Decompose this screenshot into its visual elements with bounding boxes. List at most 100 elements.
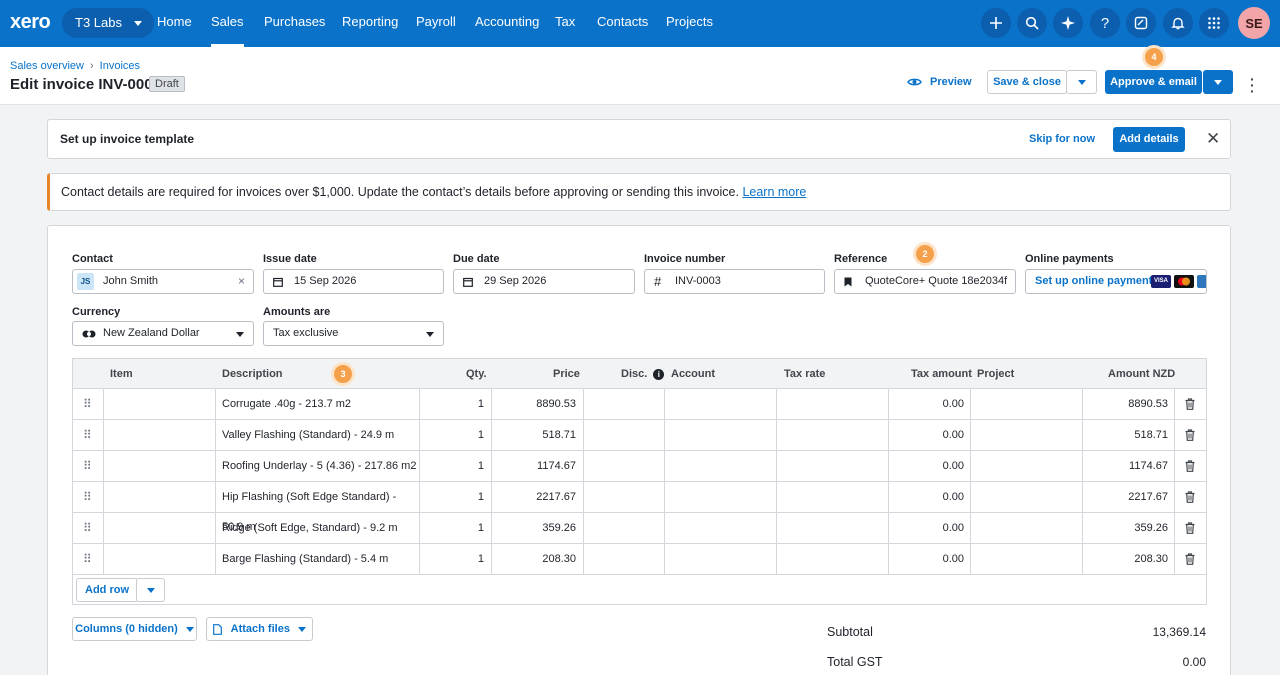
org-switcher[interactable]: T3 Labs [62,8,154,38]
skip-for-now-link[interactable]: Skip for now [1029,133,1095,145]
discount-cell[interactable] [584,513,665,543]
description-cell[interactable]: Ridge (Soft Edge, Standard) - 9.2 m [216,513,420,543]
approve-options-dropdown[interactable] [1203,70,1233,94]
account-cell[interactable] [665,513,777,543]
amount-cell[interactable]: 2217.67 [1083,482,1175,512]
item-cell[interactable] [104,451,216,481]
tax-rate-cell[interactable] [777,451,889,481]
preview-button[interactable]: Preview [907,76,972,88]
account-cell[interactable] [665,451,777,481]
drag-handle-cell[interactable]: ⠿ [73,482,104,512]
plus-icon[interactable] [981,8,1011,38]
price-cell[interactable]: 208.30 [492,544,584,574]
drag-handle-icon[interactable]: ⠿ [83,397,92,411]
close-icon[interactable]: ✕ [1206,129,1221,148]
item-cell[interactable] [104,544,216,574]
description-cell[interactable]: Roofing Underlay - 5 (4.36) - 217.86 m2 [216,451,420,481]
drag-handle-icon[interactable]: ⠿ [83,459,92,473]
user-avatar[interactable]: SE [1238,7,1270,39]
due-date-field[interactable]: 29 Sep 2026 [453,269,635,294]
price-cell[interactable]: 8890.53 [492,389,584,419]
tax-rate-cell[interactable] [777,420,889,450]
amount-cell[interactable]: 359.26 [1083,513,1175,543]
clear-icon[interactable]: × [237,274,245,288]
breadcrumb-invoices[interactable]: Invoices [99,60,141,72]
tax-rate-cell[interactable] [777,513,889,543]
info-icon[interactable]: i [653,368,665,380]
nav-accounting[interactable]: Accounting [475,14,540,29]
price-cell[interactable]: 2217.67 [492,482,584,512]
qty-cell[interactable]: 1 [420,389,492,419]
discount-cell[interactable] [584,482,665,512]
price-cell[interactable]: 518.71 [492,420,584,450]
drag-handle-cell[interactable]: ⠿ [73,420,104,450]
help-icon[interactable]: ? [1090,8,1120,38]
learn-more-link[interactable]: Learn more [742,185,807,199]
item-cell[interactable] [104,513,216,543]
add-row-options-dropdown[interactable] [136,578,165,602]
amount-cell[interactable]: 8890.53 [1083,389,1175,419]
qty-cell[interactable]: 1 [420,451,492,481]
discount-cell[interactable] [584,544,665,574]
description-cell[interactable]: Valley Flashing (Standard) - 24.9 m [216,420,420,450]
nav-payroll[interactable]: Payroll [416,14,456,29]
save-close-button[interactable]: Save & close [987,70,1067,94]
tax-rate-cell[interactable] [777,389,889,419]
columns-button[interactable]: Columns (0 hidden) [72,617,197,641]
add-details-button[interactable]: Add details [1113,127,1185,152]
price-cell[interactable]: 359.26 [492,513,584,543]
nav-reporting[interactable]: Reporting [342,14,399,29]
project-cell[interactable] [971,544,1083,574]
tax-amount-cell[interactable]: 0.00 [889,513,971,543]
description-cell[interactable]: Hip Flashing (Soft Edge Standard) - 50.9… [216,482,420,533]
notes-icon[interactable] [1126,8,1156,38]
tax-rate-cell[interactable] [777,482,889,512]
drag-handle-cell[interactable]: ⠿ [73,389,104,419]
tax-amount-cell[interactable]: 0.00 [889,544,971,574]
drag-handle-cell[interactable]: ⠿ [73,513,104,543]
add-row-button[interactable]: Add row [76,578,138,602]
approve-email-button[interactable]: Approve & email [1105,70,1202,94]
project-cell[interactable] [971,513,1083,543]
trash-icon[interactable] [1185,460,1195,475]
trash-icon[interactable] [1185,429,1195,444]
nav-sales[interactable]: Sales [211,0,244,47]
qty-cell[interactable]: 1 [420,482,492,512]
breadcrumb-sales-overview[interactable]: Sales overview [10,60,84,72]
invoice-number-field[interactable]: # INV-0003 [644,269,825,294]
save-options-dropdown[interactable] [1066,70,1097,94]
item-cell[interactable] [104,482,216,512]
sparkle-icon[interactable] [1053,8,1083,38]
nav-contacts[interactable]: Contacts [597,14,649,29]
drag-handle-cell[interactable]: ⠿ [73,451,104,481]
project-cell[interactable] [971,482,1083,512]
tax-amount-cell[interactable]: 0.00 [889,389,971,419]
nav-projects[interactable]: Projects [666,14,713,29]
drag-handle-cell[interactable]: ⠿ [73,544,104,574]
discount-cell[interactable] [584,420,665,450]
account-cell[interactable] [665,482,777,512]
currency-select[interactable]: New Zealand Dollar [72,321,254,346]
amounts-are-select[interactable]: Tax exclusive [263,321,444,346]
discount-cell[interactable] [584,451,665,481]
amount-cell[interactable]: 518.71 [1083,420,1175,450]
xero-logo[interactable]: xero [10,11,51,33]
drag-handle-icon[interactable]: ⠿ [83,552,92,566]
account-cell[interactable] [665,389,777,419]
amount-cell[interactable]: 208.30 [1083,544,1175,574]
qty-cell[interactable]: 1 [420,513,492,543]
drag-handle-icon[interactable]: ⠿ [83,521,92,535]
item-cell[interactable] [104,389,216,419]
qty-cell[interactable]: 1 [420,420,492,450]
discount-cell[interactable] [584,389,665,419]
issue-date-field[interactable]: 15 Sep 2026 [263,269,444,294]
tax-amount-cell[interactable]: 0.00 [889,482,971,512]
project-cell[interactable] [971,420,1083,450]
tax-rate-cell[interactable] [777,544,889,574]
drag-handle-icon[interactable]: ⠿ [83,428,92,442]
search-icon[interactable] [1017,8,1047,38]
trash-icon[interactable] [1185,398,1195,413]
project-cell[interactable] [971,389,1083,419]
reference-field[interactable]: QuoteCore+ Quote 18e2034f [834,269,1016,294]
description-cell[interactable]: Corrugate .40g - 213.7 m2 [216,389,420,419]
